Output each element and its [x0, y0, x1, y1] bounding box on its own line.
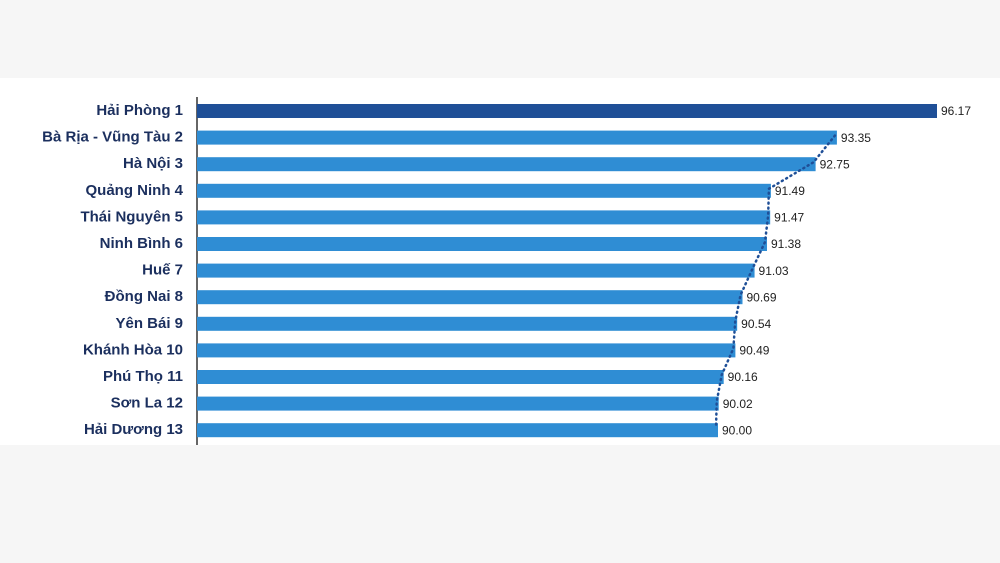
value-label: 90.02: [723, 397, 753, 411]
value-label: 90.00: [722, 423, 752, 437]
bar: [197, 183, 771, 198]
category-label: Hải Dương 13: [84, 421, 183, 438]
category-label: Thái Nguyên 5: [80, 208, 183, 225]
value-label: 96.17: [941, 104, 971, 118]
category-label: Yên Bái 9: [115, 315, 183, 332]
value-label: 92.75: [820, 157, 850, 171]
value-label: 93.35: [841, 131, 871, 145]
category-label: Bà Rịa - Vũng Tàu 2: [42, 129, 183, 146]
bar: [197, 396, 719, 411]
bar: [197, 343, 736, 358]
bar: [197, 210, 771, 225]
bar: [197, 263, 755, 278]
bar: [197, 157, 816, 172]
trend-line: [714, 134, 837, 430]
value-label: 90.49: [739, 344, 769, 358]
bar: [197, 130, 837, 145]
category-label: Hải Phòng 1: [96, 102, 183, 119]
bar: [197, 104, 937, 118]
category-label: Sơn La 12: [111, 395, 183, 412]
bar: [197, 290, 743, 305]
bar: [197, 370, 724, 384]
bar: [197, 423, 718, 438]
category-label: Đồng Nai 8: [105, 288, 183, 305]
value-label: 91.03: [759, 264, 789, 278]
value-label: 91.49: [775, 184, 805, 198]
value-label: 91.47: [774, 211, 804, 225]
value-label: 90.16: [728, 370, 758, 384]
category-label: Huế 7: [142, 262, 183, 279]
value-label: 90.69: [746, 290, 776, 304]
bar: [197, 316, 738, 331]
category-label: Quảng Ninh 4: [86, 182, 184, 199]
bar: [197, 237, 767, 251]
category-label: Khánh Hòa 10: [83, 341, 183, 358]
value-label: 91.38: [771, 237, 801, 251]
category-label: Hà Nội 3: [123, 155, 183, 172]
category-label: Phú Thọ 11: [103, 368, 183, 385]
value-label: 90.54: [741, 317, 771, 331]
category-label: Ninh Bình 6: [100, 235, 183, 252]
